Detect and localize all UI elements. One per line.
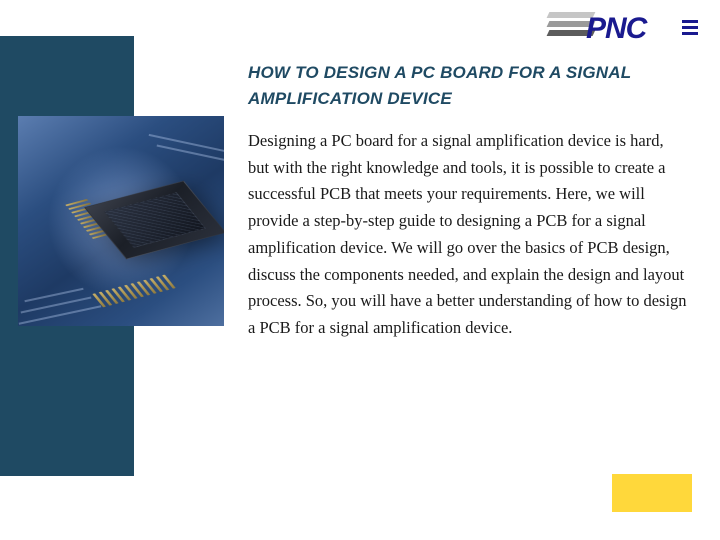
logo-endbar <box>682 32 698 35</box>
chip-pins-bottom <box>92 275 175 308</box>
page-title: HOW TO DESIGN A PC BOARD FOR A SIGNAL AM… <box>248 60 688 113</box>
chip-icon <box>84 181 224 260</box>
logo-text: PNC <box>586 12 646 46</box>
logo-endbar <box>682 20 698 23</box>
logo-endbars <box>682 20 698 35</box>
pcb-chip-image <box>18 116 224 326</box>
brand-logo: PNC <box>548 12 698 52</box>
body-paragraph: Designing a PC board for a signal amplif… <box>248 128 688 342</box>
logo-endbar <box>682 26 698 29</box>
accent-block <box>612 474 692 512</box>
pcb-trace <box>149 134 224 152</box>
